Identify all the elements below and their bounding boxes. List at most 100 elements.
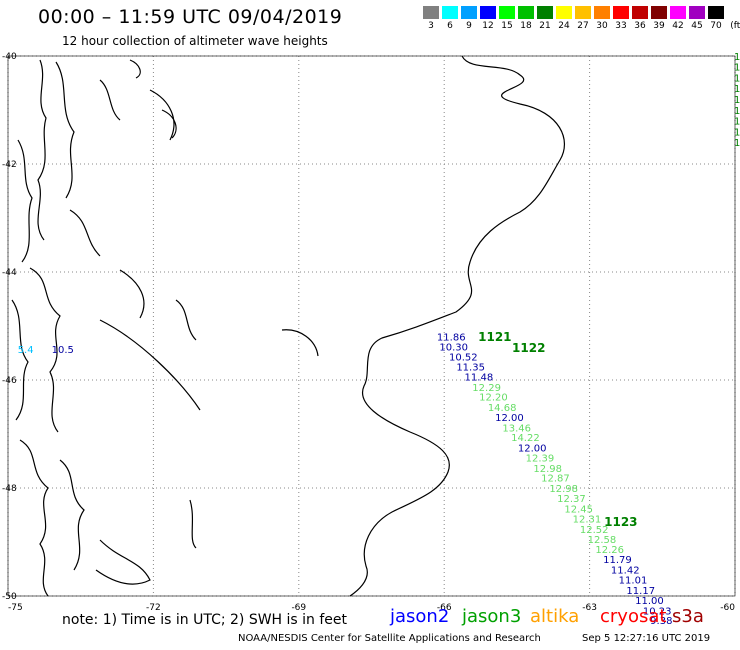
swh-value-label: 1: [734, 138, 740, 149]
swh-value-label: 18.: [734, 84, 740, 95]
legend-label: 33: [615, 21, 627, 31]
swh-value-label: 11.01: [619, 576, 648, 587]
lat-tick-label: -50: [2, 592, 17, 602]
lat-tick-label: -42: [2, 160, 17, 170]
chile-coast-segment: [19, 439, 49, 597]
swh-value-label: 12.87: [541, 474, 570, 485]
lat-tick-label: -40: [2, 52, 17, 62]
legend-label: 9: [466, 21, 472, 31]
chile-coast-segment: [29, 267, 61, 433]
swh-value-label: 10.30: [439, 342, 468, 353]
swh-value-label: 12.29: [472, 383, 501, 394]
swh-value-label: 18: [734, 127, 740, 138]
satellite-jason3: jason3: [462, 606, 522, 627]
legend-swatch: [537, 6, 553, 19]
legend-swatch: [480, 6, 496, 19]
swh-value-label: 10.5: [52, 345, 74, 356]
legend-label: 18: [520, 21, 532, 31]
chile-coast-segment: [189, 499, 197, 549]
swh-value-label: 14.68: [488, 403, 517, 414]
swh-value-label: 12.00: [518, 443, 547, 454]
legend-label: 39: [653, 21, 665, 31]
swh-value-label: 11.35: [456, 362, 485, 373]
swh-value-label: 13.46: [502, 423, 531, 434]
lat-tick-label: -44: [2, 268, 17, 278]
swh-value-label: 10.23: [643, 606, 672, 617]
legend-label: 36: [634, 21, 646, 31]
legend-label: 21: [539, 21, 551, 31]
legend-label: 42: [672, 21, 684, 31]
legend-swatch: [575, 6, 591, 19]
legend-label: 6: [447, 21, 453, 31]
lon-tick-label: -69: [291, 603, 306, 613]
swh-value-label: 11.86: [437, 333, 466, 344]
coastline: [11, 55, 565, 597]
swh-value-label: 12.52: [580, 525, 609, 536]
swh-value-label: 12.58: [588, 535, 617, 546]
track-time-label: 1121: [478, 330, 511, 344]
map-title: 00:00 – 11:59 UTC 09/04/2019: [38, 6, 343, 28]
satellite-altika: altika: [530, 606, 580, 627]
swh-value-label: 11.00: [635, 596, 664, 607]
lat-lon-grid: [7, 55, 736, 597]
legend-swatch: [670, 6, 686, 19]
swh-value-label: 12.37: [557, 494, 586, 505]
argentina-coast: [349, 55, 565, 597]
chile-coast-segment: [95, 539, 151, 585]
legend-swatch: [461, 6, 477, 19]
swh-value-label: 12.00: [495, 413, 524, 424]
chile-coast-segment: [11, 299, 29, 421]
swh-value-label: 14.22: [511, 433, 540, 444]
satellite-cryosat: cryosat: [600, 606, 667, 627]
swh-value-label: 12.31: [573, 515, 602, 526]
swh-value-label: 9.38: [650, 616, 672, 627]
track-time-label: 1123: [604, 515, 637, 529]
map-subtitle: 12 hour collection of altimeter wave hei…: [62, 34, 328, 48]
chile-coast-segment: [99, 79, 121, 121]
axis-labels: -40 -42 -44 -46 -48 -50-75 -72 -69 -66 -63 -60: [2, 52, 735, 613]
swh-value-label: 18: [734, 117, 740, 128]
lon-tick-label: -72: [146, 603, 161, 613]
credit-line: NOAA/NESDIS Center for Satellite Applica…: [238, 633, 541, 644]
wave-observations: 11.8610.3010.5211.3511.4812.2912.2014.68…: [18, 52, 740, 627]
chile-coast-segment: [55, 61, 75, 199]
chile-coast-segment: [161, 109, 177, 139]
swh-value-label: 5.4: [18, 345, 34, 356]
swh-value-label: 12.20: [479, 393, 508, 404]
legend-label: 27: [577, 21, 589, 31]
swh-value-label: 11.17: [626, 586, 655, 597]
chile-coast-segment: [17, 139, 33, 263]
swh-value-label: 11.48: [465, 373, 494, 384]
swh-value-label: 17.: [734, 63, 740, 74]
legend-swatch: [518, 6, 534, 19]
legend-swatch: [613, 6, 629, 19]
chile-coast-segment: [175, 299, 197, 341]
lat-tick-label: -48: [2, 484, 17, 494]
swh-value-label: 18: [734, 106, 740, 117]
legend-swatch: [442, 6, 458, 19]
chile-coast-segment: [69, 209, 101, 257]
lon-tick-label: -66: [437, 603, 452, 613]
chile-coast-segment: [281, 329, 319, 357]
legend-label: 24: [558, 21, 570, 31]
swh-value-label: 12.26: [595, 545, 624, 556]
chile-coast-segment: [37, 59, 47, 241]
legend-swatch: [689, 6, 705, 19]
swh-value-label: 16.4: [734, 52, 740, 63]
lon-tick-label: -60: [720, 603, 735, 613]
swh-value-label: 12.39: [526, 454, 555, 465]
legend-swatch: [708, 6, 724, 19]
track-time-label: 1122: [512, 341, 545, 355]
legend-swatch: [499, 6, 515, 19]
footnote: note: 1) Time is in UTC; 2) SWH is in fe…: [62, 612, 348, 628]
chile-coast-segment: [129, 59, 141, 79]
chile-coast-segment: [119, 269, 145, 319]
lat-tick-label: -46: [2, 376, 17, 386]
swh-value-label: 10.52: [449, 353, 478, 364]
swh-value-label: 12.98: [533, 464, 562, 475]
legend-swatch: [594, 6, 610, 19]
legend-label: 15: [501, 21, 513, 31]
swh-value-label: 18: [734, 95, 740, 106]
